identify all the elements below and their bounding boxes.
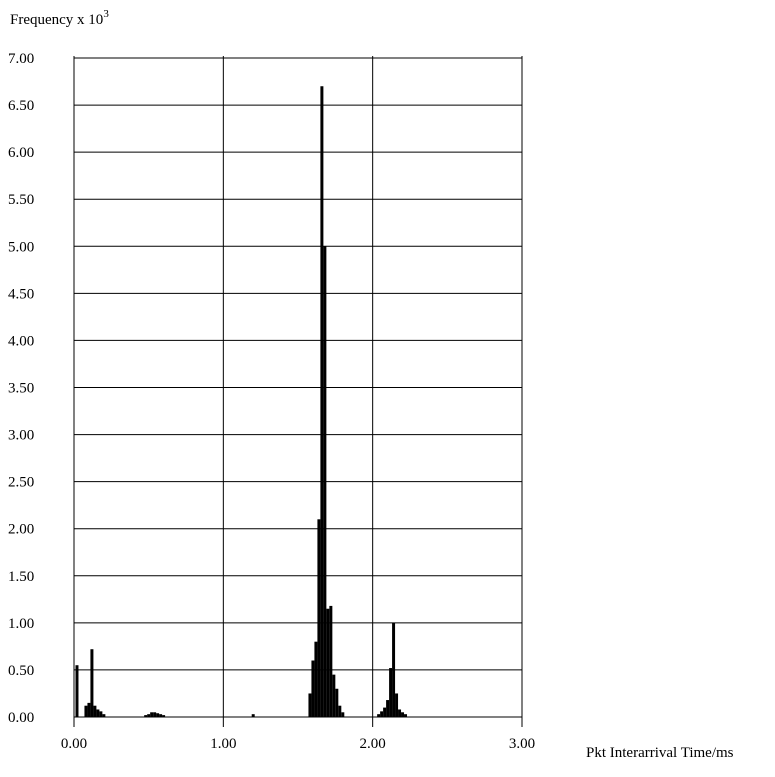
histogram-bar [326,608,330,717]
histogram-bar [162,715,166,717]
histogram-bar [87,702,91,717]
histogram-bar [93,705,97,717]
histogram-bar [159,714,163,717]
y-axis-title-superscript: 3 [103,8,109,20]
histogram-bar [335,688,339,717]
histogram-bar [341,712,345,717]
histogram-bar [380,711,384,717]
y-tick-label: 2.00 [8,522,34,538]
y-axis-title-text: Frequency x 10 [10,12,103,28]
x-tick-labels: 0.00 1.00 2.00 3.00 [61,736,535,752]
x-tick-label: 0.00 [61,736,87,752]
histogram-bar [150,712,154,717]
histogram-bar [144,715,148,717]
histogram-bar [153,712,157,717]
histogram-bar [332,674,336,717]
y-axis-title: Frequency x 103 [10,8,109,28]
histogram-bar [386,700,390,717]
histogram-bar [156,713,160,717]
grid-layer [73,56,523,727]
bars-layer [75,86,408,718]
histogram-bar [329,605,333,717]
y-tick-label: 1.00 [8,616,34,632]
histogram-bar [308,693,312,717]
y-tick-label: 0.00 [8,710,34,726]
y-tick-label: 4.50 [8,286,34,302]
histogram-bar [90,649,94,717]
y-tick-label: 5.50 [8,192,34,208]
histogram-bar [99,711,103,717]
y-tick-label: 3.50 [8,381,34,397]
histogram-bar [320,86,324,717]
y-tick-label: 6.50 [8,98,34,114]
y-tick-label: 5.00 [8,239,34,255]
histogram-bar [147,714,151,717]
y-tick-label: 4.00 [8,333,34,349]
y-tick-label: 3.00 [8,428,34,444]
histogram-bar [392,622,396,717]
y-tick-labels: 0.00 0.50 1.00 1.50 2.00 2.50 3.00 3.50 4.00 4.50… [8,51,34,726]
y-tick-label: 6.00 [8,145,34,161]
histogram-bar [398,709,402,717]
y-tick-label: 7.00 [8,51,34,67]
x-tick-label: 2.00 [360,736,386,752]
histogram-bar [314,641,318,717]
histogram-bar [84,705,88,717]
x-axis-title: Pkt Interarrival Time/ms [586,745,734,761]
histogram-bar [401,712,405,717]
histogram-bar [395,693,399,717]
histogram-bar [323,246,327,718]
histogram-bar [251,714,255,717]
histogram-bar [383,707,387,717]
histogram-bar [377,714,381,717]
histogram-bar [317,519,321,717]
histogram-bar [404,714,408,717]
histogram-bar [311,660,315,717]
histogram-bar [389,668,393,717]
y-tick-label: 1.50 [8,569,34,585]
y-tick-label: 0.50 [8,663,34,679]
histogram-bar [102,714,106,717]
x-tick-label: 3.00 [509,736,535,752]
histogram-bar [96,709,100,717]
x-tick-label: 1.00 [210,736,236,752]
y-tick-label: 2.50 [8,475,34,491]
histogram-bar [338,705,342,717]
histogram-bar [75,665,79,717]
